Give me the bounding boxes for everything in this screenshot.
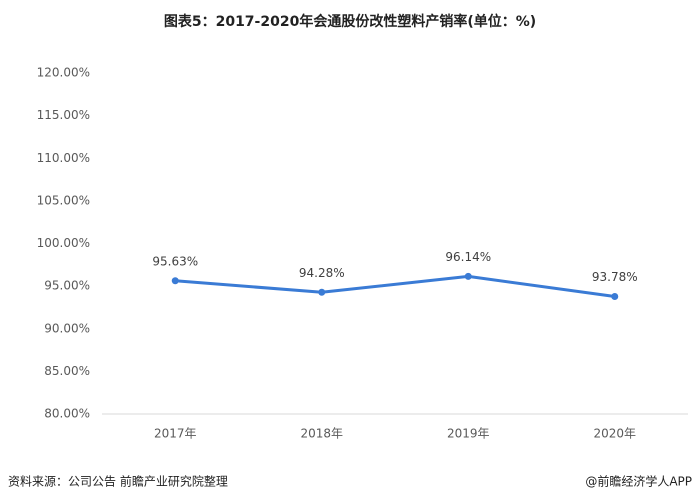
value-label: 94.28% — [299, 266, 345, 280]
y-tick-label: 105.00% — [37, 193, 90, 207]
point — [318, 288, 326, 296]
y-tick-label: 85.00% — [44, 364, 90, 378]
y-tick-label: 110.00% — [37, 151, 90, 165]
y-tick-label: 120.00% — [37, 66, 90, 80]
line — [175, 274, 615, 299]
y-tick-label: 95.00% — [44, 279, 90, 293]
credit: @前瞻经济学人APP — [585, 474, 692, 489]
point — [611, 293, 619, 301]
point — [464, 272, 472, 280]
value-label: 95.63% — [152, 254, 198, 268]
y-tick-label: 80.00% — [44, 407, 90, 421]
value-label: 96.14% — [445, 250, 491, 264]
source: 资料来源：公司公告 前瞻产业研究院整理 — [8, 474, 228, 489]
chart-title: 图表5：2017-2020年会通股份改性塑料产销率(单位：%) — [164, 13, 536, 30]
y-tick-label: 115.00% — [37, 108, 90, 122]
x-tick-label: 2020年 — [593, 427, 636, 441]
y-tick-label: 90.00% — [44, 321, 90, 335]
x-tick-label: 2018年 — [300, 427, 343, 441]
point — [171, 277, 179, 285]
x-tick-label: 2019年 — [447, 427, 490, 441]
y-tick-label: 100.00% — [37, 236, 90, 250]
x-tick-label: 2017年 — [154, 427, 197, 441]
value-label: 93.78% — [592, 270, 638, 284]
